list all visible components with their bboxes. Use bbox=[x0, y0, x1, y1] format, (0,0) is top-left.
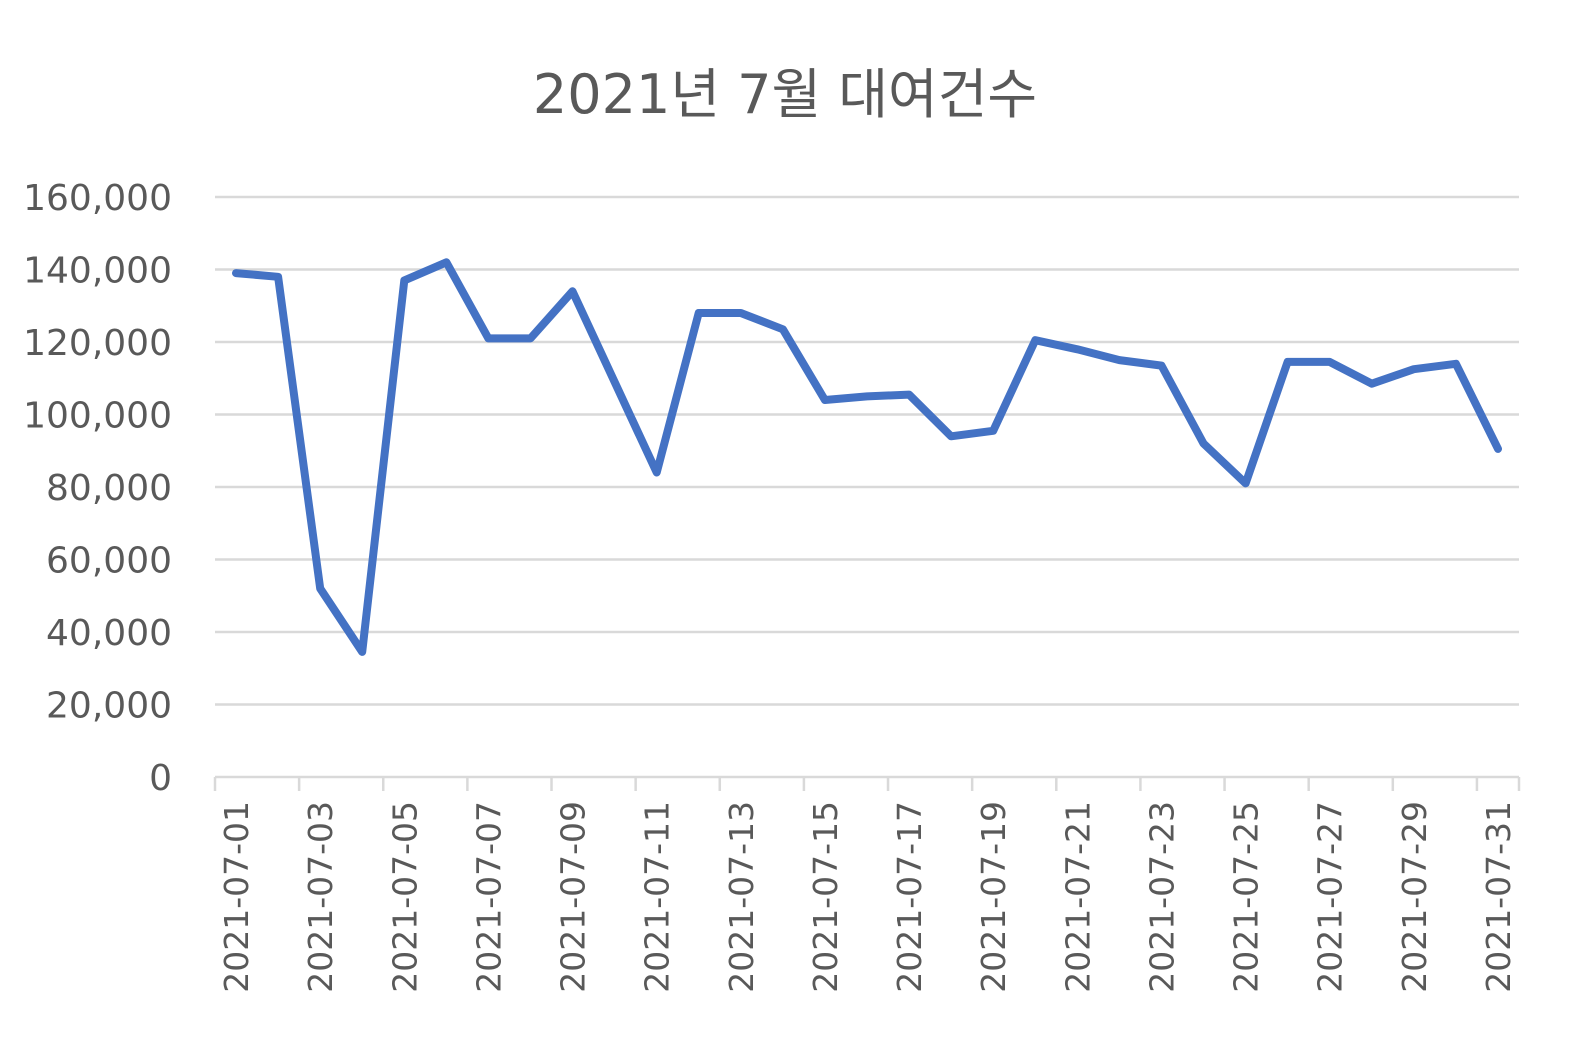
x-tick-label: 2021-07-13 bbox=[722, 801, 761, 993]
y-tick-label: 40,000 bbox=[46, 613, 172, 654]
y-tick-label: 120,000 bbox=[23, 323, 172, 364]
x-tick-label: 2021-07-11 bbox=[638, 801, 677, 993]
x-tick-label: 2021-07-15 bbox=[806, 801, 845, 993]
y-tick-label: 80,000 bbox=[46, 468, 172, 509]
y-tick-label: 60,000 bbox=[46, 541, 172, 582]
x-tick-label: 2021-07-01 bbox=[217, 801, 256, 993]
series-line bbox=[232, 258, 1502, 656]
y-tick-label: 160,000 bbox=[23, 178, 172, 219]
x-tick-label: 2021-07-29 bbox=[1395, 801, 1434, 993]
y-tick-label: 100,000 bbox=[23, 396, 172, 437]
x-tick-label: 2021-07-19 bbox=[974, 801, 1013, 993]
x-tick-label: 2021-07-25 bbox=[1227, 801, 1266, 993]
grid-layer bbox=[215, 195, 1519, 706]
y-axis-labels: 0 20,000 40,000 60,000 80,000 100,000 120,000 1… bbox=[23, 178, 172, 799]
y-tick-label: 140,000 bbox=[23, 251, 172, 292]
series-layer bbox=[232, 258, 1502, 656]
x-tick-label: 2021-07-23 bbox=[1142, 801, 1181, 993]
x-tick-label: 2021-07-27 bbox=[1311, 801, 1350, 993]
x-tick-label: 2021-07-05 bbox=[385, 801, 424, 993]
x-tick-label: 2021-07-03 bbox=[301, 801, 340, 993]
x-tick-label: 2021-07-07 bbox=[469, 801, 508, 993]
x-axis-labels: 2021-07-01 2021-07-03 2021-07-05 2021-07-07… bbox=[217, 801, 1518, 993]
x-tick-label: 2021-07-17 bbox=[890, 801, 929, 993]
x-tick-label: 2021-07-31 bbox=[1479, 801, 1518, 993]
y-tick-label: 0 bbox=[149, 758, 172, 799]
axis-layer bbox=[213, 775, 1521, 791]
y-tick-label: 20,000 bbox=[46, 686, 172, 727]
x-tick-label: 2021-07-21 bbox=[1058, 801, 1097, 993]
chart-title: 2021년 7월 대여건수 bbox=[533, 63, 1037, 126]
x-tick-label: 2021-07-09 bbox=[554, 801, 593, 993]
